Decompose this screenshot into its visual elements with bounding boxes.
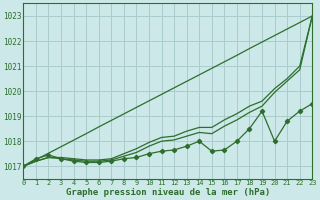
- X-axis label: Graphe pression niveau de la mer (hPa): Graphe pression niveau de la mer (hPa): [66, 188, 270, 197]
